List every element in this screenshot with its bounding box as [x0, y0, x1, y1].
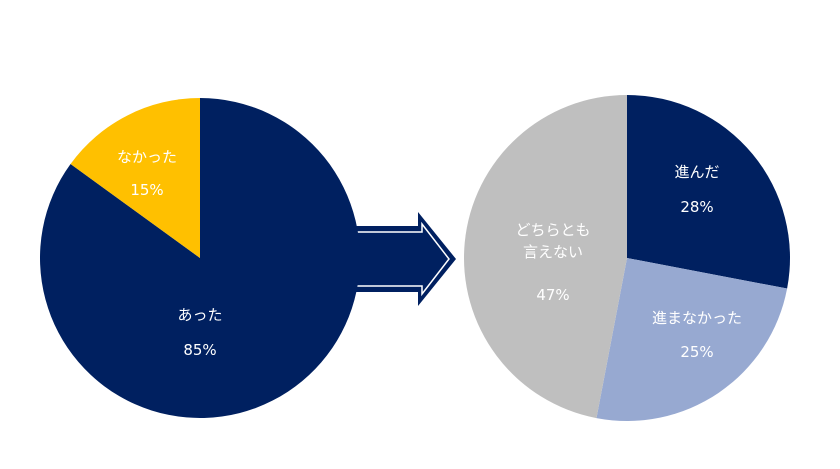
pie-slice	[70, 98, 200, 258]
pie-slice	[40, 98, 361, 418]
pie-slice	[627, 95, 790, 289]
pie-slice	[596, 258, 788, 421]
pie-slice	[464, 95, 627, 419]
value-label: 15%	[130, 181, 164, 199]
slice-label: 進まなかった	[651, 309, 743, 327]
value-label: 28%	[680, 198, 714, 216]
value-label: 25%	[680, 343, 714, 361]
value-label: 85%	[183, 341, 217, 359]
slice-label: どちらとも 言えない	[515, 221, 591, 261]
slice-label: あった	[177, 306, 223, 324]
value-label: 47%	[536, 286, 570, 304]
slice-label: なかった	[116, 148, 178, 166]
slice-label: 進んだ	[674, 163, 720, 181]
